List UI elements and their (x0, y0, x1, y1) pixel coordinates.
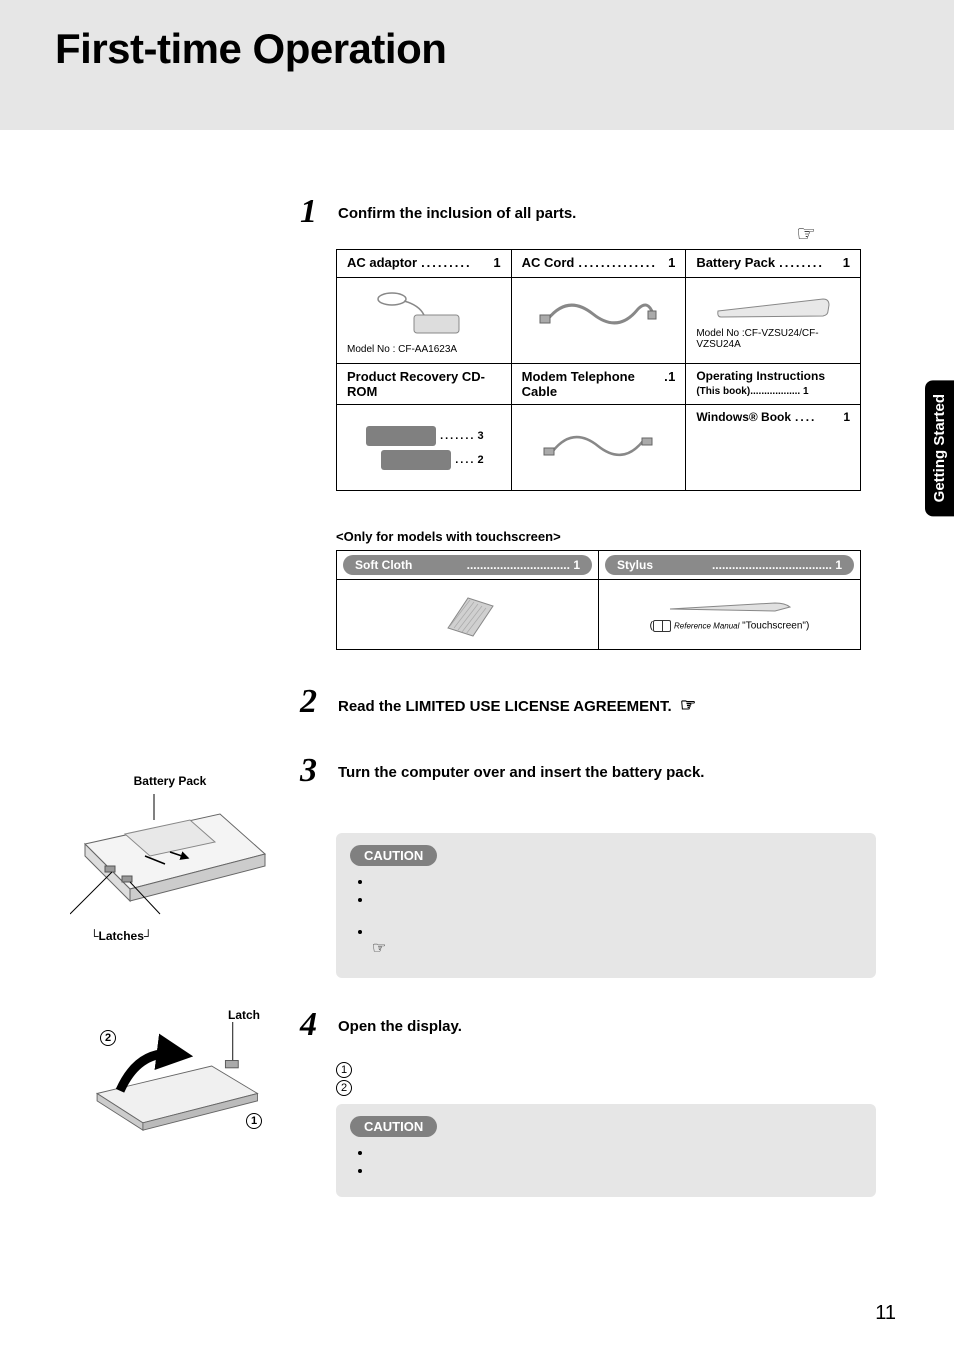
latch-label-2: Latch (80, 1008, 270, 1022)
page-header: First-time Operation (0, 0, 954, 130)
parts-table: AC adaptor.........1 AC Cord............… (336, 249, 861, 491)
recovery-qty2: 2 (477, 454, 483, 466)
open-display-diagram: Latch 2 1 (80, 1008, 270, 1135)
winbook-qty: 1 (843, 410, 850, 424)
ac-adaptor-qty: 1 (493, 255, 500, 270)
caution-item (372, 874, 862, 888)
step-number: 3 (300, 754, 328, 788)
latches-label: └Latches┘ (90, 929, 152, 943)
document-page: First-time Operation Getting Started 1 C… (0, 0, 954, 1351)
step4-substeps: 1 2 (336, 1062, 894, 1096)
stylus-ref: (Reference Manual "Touchscreen") (609, 620, 850, 632)
ac-cord-label: AC Cord (522, 255, 575, 270)
circled-1-inline: 1 (336, 1062, 352, 1078)
circled-2: 2 (100, 1030, 116, 1046)
pointer-icon: ☞ (680, 695, 696, 715)
modem-label: Modem Telephone Cable (522, 369, 660, 399)
caution-badge: CAUTION (350, 1116, 437, 1137)
step-text: Turn the computer over and insert the ba… (338, 754, 704, 781)
touchscreen-ref: "Touchscreen") (742, 621, 809, 632)
step-2: 2 Read the LIMITED USE LICENSE AGREEMENT… (300, 685, 894, 719)
cell-recovery-hdr: Product Recovery CD-ROM (337, 364, 512, 405)
opinst-sub: (This book) (696, 386, 750, 397)
stylus-hdr: Stylus..................................… (599, 551, 861, 580)
step-3: Battery Pack └Latches┘ (300, 754, 894, 978)
caution-item: ☞ (372, 924, 862, 958)
step-4: Latch 2 1 4 Open t (300, 1008, 894, 1197)
stylus-illustration (665, 597, 795, 617)
pointer-icon: ☞ (372, 940, 386, 957)
cloth-illustration (438, 588, 498, 638)
step-text: Read the LIMITED USE LICENSE AGREEMENT. … (338, 685, 696, 716)
section-tab: Getting Started (925, 380, 954, 516)
step-1: 1 Confirm the inclusion of all parts. ☞ … (300, 195, 894, 650)
step-text: Confirm the inclusion of all parts. (338, 195, 576, 222)
step-number: 1 (300, 195, 328, 229)
opinst-qty: 1 (803, 386, 809, 397)
recovery-img: .......3 ....2 (337, 405, 512, 491)
content-area: 1 Confirm the inclusion of all parts. ☞ … (0, 130, 954, 1227)
winbook-label: Windows® Book (696, 410, 791, 424)
caution-item (372, 1163, 862, 1177)
battery-pack-label: Battery Pack (60, 774, 280, 788)
recovery-qty1: 3 (477, 430, 483, 442)
circled-1: 1 (246, 1113, 262, 1129)
softcloth-img (337, 580, 599, 650)
stylus-qty: 1 (835, 558, 842, 572)
step-text: Open the display. (338, 1008, 462, 1035)
caution-item (372, 892, 862, 920)
touchscreen-table: Soft Cloth..............................… (336, 550, 861, 650)
battery-label: Battery Pack (696, 255, 775, 270)
caution-box-1: CAUTION ☞ (336, 833, 876, 978)
cell-ac-adaptor-hdr: AC adaptor.........1 (337, 250, 512, 278)
battery-qty: 1 (843, 255, 850, 270)
ac-adaptor-illustration (374, 287, 474, 337)
circled-2-inline: 2 (336, 1080, 352, 1096)
recovery-label: Product Recovery CD-ROM (347, 369, 485, 399)
cell-battery-hdr: Battery Pack........1 (686, 250, 861, 278)
ac-cord-illustration (538, 289, 658, 349)
battery-model: Model No :CF-VZSU24/CF-VZSU24A (696, 328, 850, 350)
cell-ac-cord-hdr: AC Cord..............1 (511, 250, 686, 278)
step-number: 4 (300, 1008, 328, 1042)
cell-modem-hdr: Modem Telephone Cable.......1 (511, 364, 686, 405)
caution-list: ☞ (350, 874, 862, 958)
parts-table-wrap: ☞ AC adaptor.........1 AC Cord..........… (300, 249, 894, 491)
battery-img: Model No :CF-VZSU24/CF-VZSU24A (686, 278, 861, 364)
stylus-img: (Reference Manual "Touchscreen") (599, 580, 861, 650)
battery-illustration (713, 291, 833, 321)
softcloth-qty: 1 (573, 558, 580, 572)
caution-item (372, 1145, 862, 1159)
softcloth-hdr: Soft Cloth..............................… (337, 551, 599, 580)
page-title: First-time Operation (55, 25, 954, 73)
ac-cord-img (511, 278, 686, 364)
ac-adaptor-img: Model No : CF-AA1623A (337, 278, 512, 364)
page-number: 11 (875, 1302, 896, 1325)
ac-adaptor-label: AC adaptor (347, 255, 417, 270)
step-number: 2 (300, 685, 328, 719)
ref-manual-label: Reference Manual (674, 622, 739, 631)
ac-adaptor-model: Model No : CF-AA1623A (347, 344, 501, 355)
winbook-cell: Windows® Book .... 1 (686, 405, 861, 491)
cell-opinst-hdr: Operating Instructions (This book)......… (686, 364, 861, 405)
modem-illustration (538, 416, 658, 476)
caution-badge: CAUTION (350, 845, 437, 866)
modem-qty: 1 (668, 369, 675, 399)
ac-cord-qty: 1 (668, 255, 675, 270)
softcloth-label: Soft Cloth (355, 558, 412, 572)
opinst-label: Operating Instructions (696, 369, 825, 383)
book-icon (653, 620, 671, 632)
caution-box-2: CAUTION (336, 1104, 876, 1197)
pointer-icon: ☞ (796, 221, 816, 247)
stylus-label: Stylus (617, 558, 653, 572)
battery-diagram: Battery Pack └Latches┘ (60, 774, 280, 937)
touchscreen-heading: <Only for models with touchscreen> (336, 529, 894, 544)
modem-img (511, 405, 686, 491)
caution-list (350, 1145, 862, 1177)
laptop-bottom-illustration (70, 794, 270, 934)
step2-text: Read the LIMITED USE LICENSE AGREEMENT. (338, 698, 672, 715)
